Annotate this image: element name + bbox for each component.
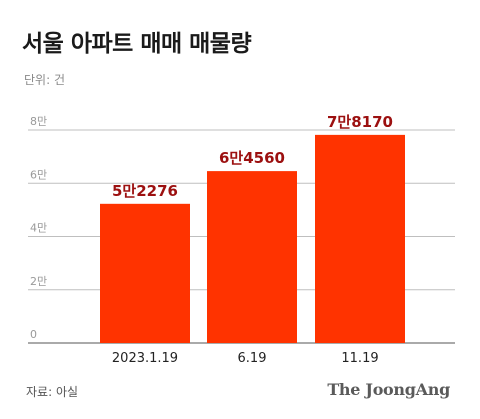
data-label: 7만8170	[327, 113, 393, 131]
bar	[315, 134, 405, 343]
bar	[207, 171, 297, 343]
y-tick-label: 8만	[30, 115, 47, 128]
source-label: 자료: 아실	[26, 385, 79, 399]
chart-title: 서울 아파트 매매 매물량	[22, 31, 252, 57]
bars	[100, 134, 405, 343]
x-tick-label: 11.19	[341, 351, 378, 366]
publisher-logo: The JoongAng	[327, 380, 450, 399]
data-label: 5만2276	[112, 182, 178, 200]
labels: 0 2만 4만 6만 8만 5만2276 2023.1.19 6만4560 6.19 7만8170…	[30, 113, 393, 366]
x-tick-label: 2023.1.19	[112, 351, 178, 366]
y-tick-label: 6만	[30, 168, 47, 181]
x-tick-label: 6.19	[238, 351, 267, 366]
y-tick-label: 4만	[30, 222, 47, 235]
y-tick-label: 2만	[30, 275, 47, 288]
data-label: 6만4560	[219, 149, 285, 167]
y-tick-label: 0	[30, 328, 37, 341]
bar	[100, 203, 190, 343]
unit-label: 단위: 건	[24, 73, 65, 87]
